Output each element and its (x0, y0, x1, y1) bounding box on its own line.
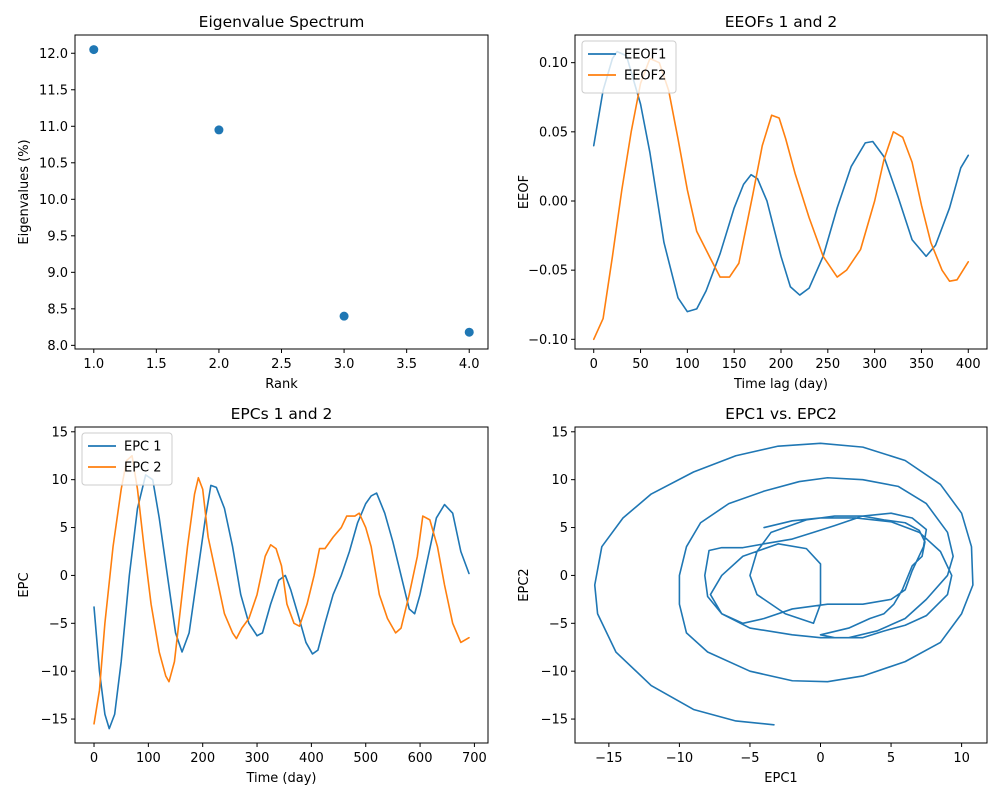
y-tick-label: 8.5 (47, 302, 68, 317)
x-tick-label: −10 (666, 751, 693, 766)
y-tick-label: 15 (51, 425, 68, 440)
plot-area (592, 50, 970, 341)
series-line-1 (593, 442, 974, 726)
y-axis-label: EPC2 (517, 568, 532, 601)
scatter-point (464, 327, 474, 337)
y-tick-label: −5 (49, 617, 68, 632)
y-axis-label: EPC (17, 572, 32, 597)
chart-title: EPCs 1 and 2 (231, 405, 333, 423)
y-tick-label: −0.10 (528, 333, 568, 348)
chart-title: EPC1 vs. EPC2 (725, 405, 837, 423)
y-tick-label: 0 (560, 569, 568, 584)
x-axis-label: Rank (265, 377, 298, 392)
chart-title: Eigenvalue Spectrum (199, 13, 365, 31)
y-tick-label: 0 (60, 569, 68, 584)
x-tick-label: 350 (909, 357, 934, 372)
axes-frame (74, 426, 489, 744)
y-axis-label: EEOF (517, 175, 532, 209)
y-tick-label: 10 (51, 473, 68, 488)
legend-label: EPC 2 (124, 461, 162, 476)
x-tick-label: 2.5 (271, 357, 292, 372)
x-tick-label: 300 (245, 751, 270, 766)
chart-title: EEOFs 1 and 2 (725, 13, 837, 31)
chart-panel-4: −15 −10 −5 0 5 10 −15 −10 −5 0 5 10 15 EPC1 vs. EPC2 E… (517, 405, 988, 786)
series-line-2 (592, 57, 970, 341)
legend: EPC 1 EPC 2 (81, 432, 173, 486)
x-tick-label: 10 (953, 751, 970, 766)
y-tick-label: −0.05 (528, 264, 568, 279)
y-tick-label: 9.5 (47, 229, 68, 244)
x-tick-label: 700 (462, 751, 487, 766)
y-tick-label: 0.05 (539, 125, 568, 140)
x-tick-label: 400 (299, 751, 324, 766)
x-tick-label: 0 (816, 751, 824, 766)
x-tick-label: 100 (136, 751, 161, 766)
x-tick-label: 1.5 (146, 357, 167, 372)
x-tick-label: 100 (675, 357, 700, 372)
x-tick-label: 50 (632, 357, 649, 372)
y-tick-label: 10 (551, 473, 568, 488)
y-tick-label: 15 (551, 425, 568, 440)
chart-panel-3: 0 100 200 300 400 500 600 700 −15 −10 −5 0 5 10 15 EPCs… (17, 405, 489, 786)
x-tick-label: 5 (887, 751, 895, 766)
scatter-point (214, 125, 224, 135)
x-tick-label: 500 (353, 751, 378, 766)
y-tick-label: 11.0 (39, 120, 68, 135)
scatter-point (89, 45, 99, 55)
axes-frame (574, 426, 988, 744)
y-tick-label: 11.5 (39, 83, 68, 98)
x-tick-label: 150 (722, 357, 747, 372)
y-tick-label: 5 (560, 521, 568, 536)
y-tick-label: −15 (41, 713, 68, 728)
y-tick-label: −15 (541, 713, 568, 728)
y-tick-label: −10 (41, 665, 68, 680)
x-tick-label: 3.5 (396, 357, 417, 372)
y-tick-label: −10 (541, 665, 568, 680)
y-tick-label: 12.0 (39, 47, 68, 62)
y-tick-label: 0.00 (539, 194, 568, 209)
plot-area (593, 442, 974, 726)
x-tick-label: 3.0 (334, 357, 355, 372)
x-tick-label: −15 (595, 751, 622, 766)
x-tick-label: 0 (590, 357, 598, 372)
y-tick-label: 9.0 (47, 266, 68, 281)
x-tick-label: 4.0 (459, 357, 480, 372)
legend-label: EEOF1 (624, 48, 666, 63)
series-line-1 (592, 50, 970, 313)
axes-frame (74, 34, 489, 350)
y-tick-label: 5 (60, 521, 68, 536)
chart-panel-1: 1.0 1.5 2.0 2.5 3.0 3.5 4.0 8.0 8.5 9.0 9.5 10.0 10.… (17, 13, 489, 392)
legend: EEOF1 EEOF2 (581, 40, 677, 94)
chart-panel-2: 0 50 100 150 200 250 300 350 400 −0.10 −0.05 0.00 0.… (517, 13, 988, 392)
y-tick-label: 10.5 (39, 156, 68, 171)
x-tick-label: 250 (815, 357, 840, 372)
x-tick-label: 600 (408, 751, 433, 766)
y-tick-label: 8.0 (47, 339, 68, 354)
y-tick-label: 10.0 (39, 193, 68, 208)
plot-area (89, 45, 474, 337)
plot-area (93, 454, 470, 730)
y-tick-label: −5 (549, 617, 568, 632)
x-tick-label: 400 (956, 357, 981, 372)
x-axis-label: EPC1 (764, 771, 797, 786)
series-line-2 (93, 454, 470, 725)
x-tick-label: 2.0 (209, 357, 230, 372)
scatter-point (339, 311, 349, 321)
x-tick-label: 1.0 (83, 357, 104, 372)
legend-label: EPC 1 (124, 440, 162, 455)
x-axis-label: Time lag (day) (733, 377, 828, 392)
x-tick-label: 200 (769, 357, 794, 372)
x-tick-label: −5 (740, 751, 759, 766)
y-tick-label: 0.10 (539, 56, 568, 71)
x-tick-label: 300 (862, 357, 887, 372)
legend-label: EEOF2 (624, 69, 666, 84)
x-tick-label: 200 (190, 751, 215, 766)
x-tick-label: 0 (90, 751, 98, 766)
y-axis-label: Eigenvalues (%) (17, 139, 32, 244)
x-axis-label: Time (day) (245, 771, 316, 786)
